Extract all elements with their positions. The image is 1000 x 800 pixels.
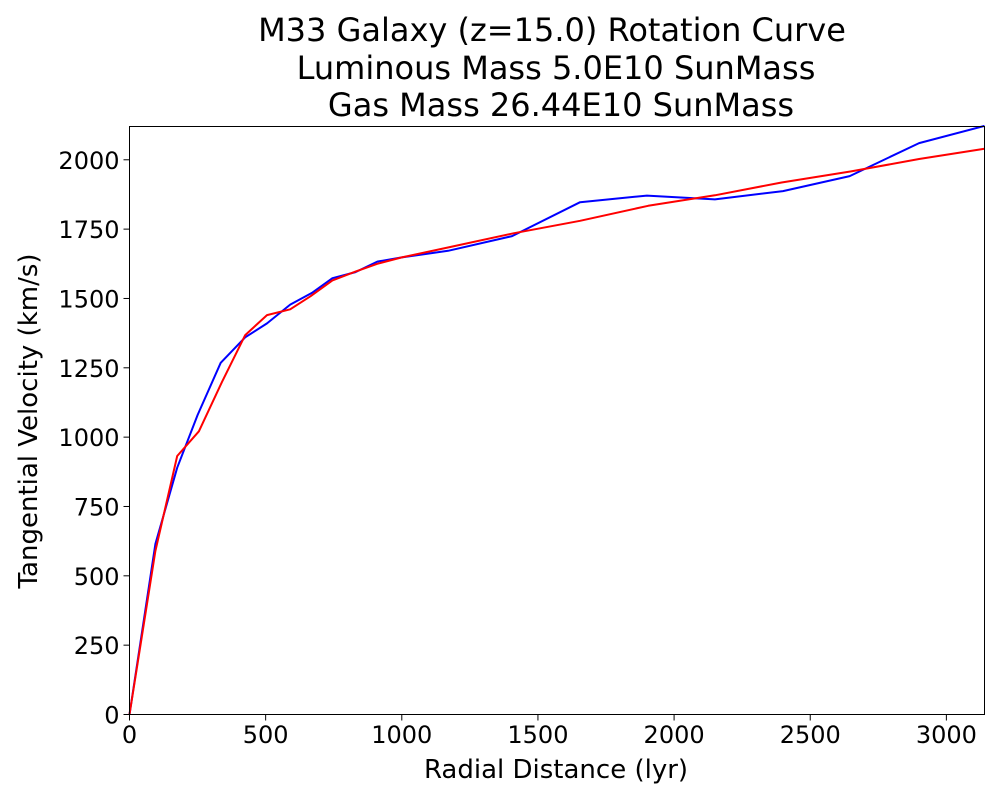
x-tick-label: 1500 [507, 721, 568, 749]
y-tick-label: 1500 [58, 285, 119, 313]
x-tick-label: 3000 [916, 721, 977, 749]
x-axis-label: Radial Distance (lyr) [424, 755, 688, 785]
title-line-2: Luminous Mass 5.0E10 SunMass [297, 49, 816, 87]
y-tick-label: 750 [74, 493, 120, 521]
plot-area-frame [129, 126, 985, 715]
y-axis-label: Tangential Velocity (km/s) [14, 253, 44, 589]
y-tick-label: 1000 [58, 424, 119, 452]
y-tick-label: 500 [74, 563, 120, 591]
series-layer [128, 124, 985, 715]
title-line-3: Gas Mass 26.44E10 SunMass [328, 86, 794, 124]
y-tick-label: 2000 [58, 147, 119, 175]
series-line-2 [128, 147, 985, 715]
y-tick-label: 1250 [58, 355, 119, 383]
x-tick-label: 2500 [780, 721, 841, 749]
title-line-1: M33 Galaxy (z=15.0) Rotation Curve [258, 11, 846, 49]
x-tick-label: 1000 [371, 721, 432, 749]
x-tick-label: 500 [243, 721, 289, 749]
chart-title: M33 Galaxy (z=15.0) Rotation Curve Lumin… [258, 11, 846, 124]
series-line-1 [128, 124, 985, 715]
x-tick-label: 0 [122, 721, 137, 749]
y-tick-label: 0 [104, 702, 119, 730]
x-tick-label: 2000 [644, 721, 705, 749]
x-axis-ticks: 0 500 1000 1500 2000 2500 3000 [122, 714, 977, 749]
y-tick-label: 250 [74, 632, 120, 660]
y-axis-ticks: 0 250 500 750 1000 1250 1500 1750 2000 [58, 147, 130, 730]
y-tick-label: 1750 [58, 216, 119, 244]
